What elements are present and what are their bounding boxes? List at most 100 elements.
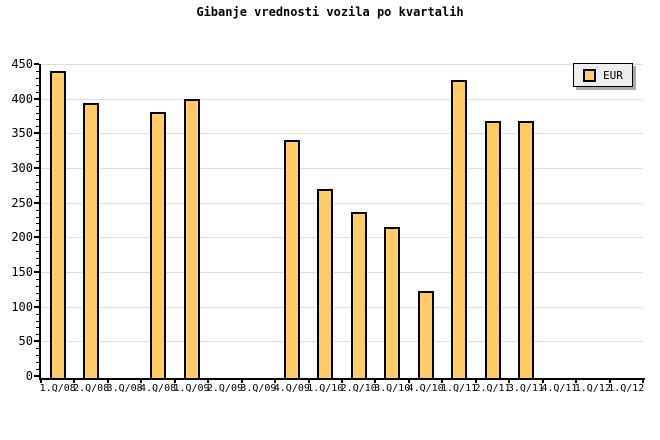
y-minor-tick	[36, 188, 39, 190]
x-tick-label: 2.Q/11	[474, 383, 511, 394]
y-minor-tick	[36, 285, 39, 287]
y-tick-label: 350	[11, 126, 33, 141]
x-tick-label: 2.Q/10	[340, 383, 377, 394]
y-tick-label: 100	[11, 299, 33, 314]
gridline	[41, 98, 643, 100]
y-minor-tick	[36, 299, 39, 301]
y-minor-tick	[36, 265, 39, 267]
y-minor-tick	[36, 209, 39, 211]
legend-swatch-icon	[583, 68, 596, 82]
gridline	[41, 306, 643, 308]
y-minor-tick	[36, 369, 39, 371]
y-minor-tick	[36, 119, 39, 121]
y-tick-label: 400	[11, 91, 33, 106]
y-major-tick	[34, 63, 39, 65]
y-minor-tick	[36, 105, 39, 107]
y-minor-tick	[36, 313, 39, 315]
x-tick	[541, 378, 544, 383]
bar	[451, 79, 468, 378]
bar	[83, 103, 100, 378]
x-tick	[207, 378, 210, 383]
x-tick	[474, 378, 477, 383]
x-tick-label: 1.Q/10	[307, 383, 344, 394]
y-minor-tick	[36, 230, 39, 232]
x-tick	[374, 378, 377, 383]
y-minor-tick	[36, 84, 39, 86]
y-minor-tick	[36, 195, 39, 197]
x-tick-label: 1.Q/12	[608, 383, 645, 394]
x-tick-label: 2.Q/09	[206, 383, 243, 394]
x-tick	[73, 378, 76, 383]
x-tick	[407, 378, 410, 383]
y-major-tick	[34, 340, 39, 343]
legend-series-label: EUR	[603, 68, 623, 82]
x-tick-label: 3.Q/09	[240, 383, 277, 394]
y-minor-tick	[36, 77, 39, 79]
x-tick-label: 1.Q/12	[574, 383, 611, 394]
y-minor-tick	[36, 223, 39, 225]
y-minor-tick	[36, 355, 39, 357]
y-minor-tick	[36, 348, 39, 350]
gridline	[41, 341, 643, 343]
y-major-tick	[34, 167, 39, 169]
x-tick	[642, 378, 644, 383]
y-minor-tick	[36, 154, 39, 156]
y-minor-tick	[36, 181, 39, 183]
y-minor-tick	[36, 140, 39, 142]
x-tick-label: 3.Q/11	[507, 383, 544, 394]
x-tick	[307, 378, 310, 383]
y-minor-tick	[36, 320, 39, 322]
y-minor-tick	[36, 70, 39, 72]
x-tick-label: 4.Q/08	[139, 383, 177, 394]
x-tick	[140, 378, 143, 383]
y-minor-tick	[36, 258, 39, 260]
bar	[317, 189, 334, 378]
y-minor-tick	[36, 362, 39, 364]
x-tick	[240, 378, 243, 383]
gridline	[41, 202, 643, 204]
gridline	[41, 168, 643, 169]
y-major-tick	[34, 201, 39, 204]
x-tick	[40, 378, 42, 383]
x-tick-label: 3.Q/10	[374, 383, 411, 394]
x-tick	[508, 378, 511, 383]
x-tick-label: 1.Q/11	[440, 383, 478, 394]
bar	[283, 140, 300, 378]
bar	[417, 291, 434, 378]
y-major-tick	[34, 375, 39, 377]
y-major-tick	[34, 271, 39, 273]
y-minor-tick	[36, 292, 39, 294]
x-tick-label: 3.Q/08	[106, 383, 143, 394]
x-tick	[575, 378, 578, 383]
y-minor-tick	[36, 91, 39, 93]
x-tick	[173, 378, 176, 383]
x-tick-label: 4.Q/11	[541, 383, 578, 394]
bar	[384, 226, 401, 378]
x-tick	[608, 378, 611, 383]
y-minor-tick	[36, 216, 39, 218]
x-tick-label: 2.Q/08	[73, 383, 110, 394]
y-minor-tick	[36, 334, 39, 336]
legend: EUR	[573, 63, 633, 87]
y-tick-label: 450	[11, 57, 33, 71]
gridline	[41, 133, 643, 135]
y-major-tick	[34, 236, 39, 239]
bar	[484, 120, 501, 378]
x-tick-label: 1.Q/09	[173, 383, 210, 394]
x-tick-label: 4.Q/09	[273, 383, 310, 394]
y-major-tick	[34, 97, 39, 100]
y-minor-tick	[36, 327, 39, 329]
x-tick-label: 4.Q/10	[407, 383, 444, 394]
bar	[183, 98, 200, 378]
chart-title: Gibanje vrednosti vozila po kvartalih	[196, 5, 464, 19]
gridline	[41, 237, 643, 239]
y-minor-tick	[36, 161, 39, 163]
plot-area	[39, 64, 645, 380]
gridline	[41, 64, 643, 65]
y-minor-tick	[36, 147, 39, 149]
x-tick	[441, 378, 444, 383]
y-tick-label: 0	[25, 369, 33, 383]
y-minor-tick	[36, 251, 39, 253]
bar	[350, 212, 367, 378]
